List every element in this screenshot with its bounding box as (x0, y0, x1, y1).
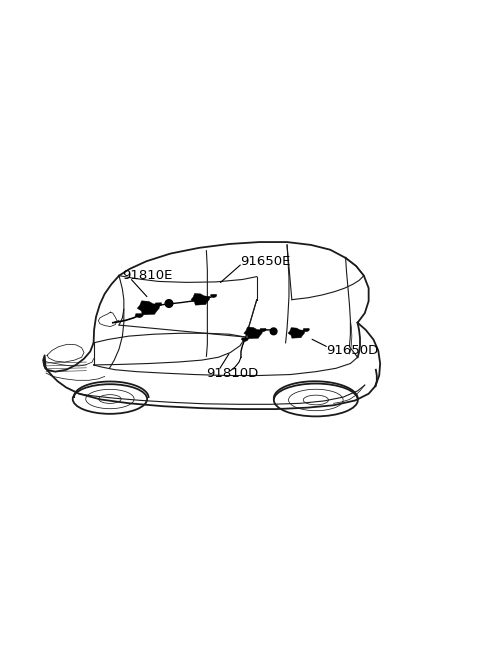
Text: 91810E: 91810E (122, 269, 173, 282)
Polygon shape (303, 328, 310, 332)
Polygon shape (260, 328, 266, 332)
Text: 91650D: 91650D (326, 344, 379, 356)
Polygon shape (155, 303, 162, 307)
Text: 91810D: 91810D (206, 367, 259, 380)
Circle shape (270, 328, 277, 335)
Polygon shape (210, 294, 217, 298)
Polygon shape (244, 327, 263, 339)
Polygon shape (137, 301, 160, 315)
Polygon shape (288, 328, 305, 338)
Polygon shape (191, 293, 210, 305)
Text: 91650E: 91650E (240, 255, 290, 268)
Circle shape (165, 299, 173, 307)
Polygon shape (135, 314, 143, 318)
Polygon shape (241, 338, 248, 341)
